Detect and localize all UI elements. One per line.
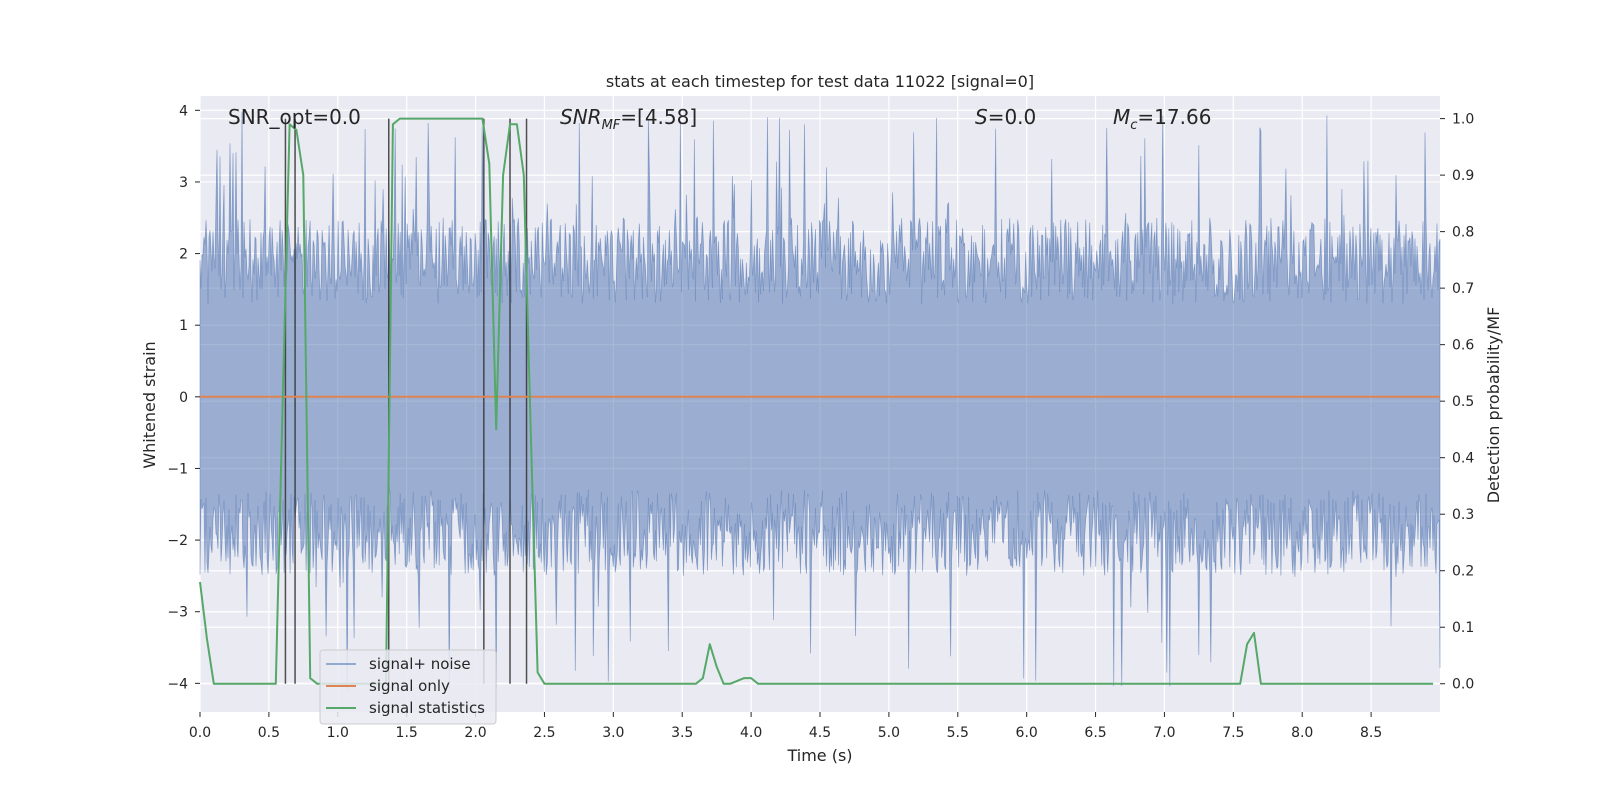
y-right-tick-label: 0.0: [1452, 677, 1474, 693]
signal-statistics-series: [199, 117, 1434, 685]
signal-statistics-line: [199, 117, 1434, 685]
x-tick-label: 4.0: [740, 725, 762, 741]
y-left-tick-label: −3: [167, 605, 188, 621]
x-tick-label: 1.0: [327, 725, 349, 741]
x-tick-label: 2.5: [533, 725, 555, 741]
y-right-tick-label: 0.9: [1452, 168, 1474, 184]
legend-box: [319, 649, 497, 725]
y-left-tick-label: 3: [179, 175, 188, 191]
y-left-tick-label: 1: [179, 318, 188, 334]
x-tick-label: 3.0: [602, 725, 624, 741]
annotation-snr-opt: SNR_opt=0.0: [228, 105, 361, 129]
x-tick-label: 2.0: [464, 725, 486, 741]
x-tick-label: 8.0: [1291, 725, 1313, 741]
x-tick-label: 4.5: [809, 725, 831, 741]
y-left-tick-label: 2: [179, 247, 188, 263]
chart-title: stats at each timestep for test data 110…: [606, 72, 1034, 91]
x-axis-ticks: 0.0 0.5 1.0 1.5 2.0 2.5 3.0 3.5 4.0 4.5 5.0 5.5 6.0 6…: [189, 712, 1382, 741]
x-tick-label: 0.0: [189, 725, 211, 741]
y-left-axis-label: Whitened strain: [140, 341, 159, 468]
x-tick-label: 3.5: [671, 725, 693, 741]
legend: signal+ noise signal only signal statist…: [319, 649, 497, 725]
x-tick-label: 5.5: [947, 725, 969, 741]
y-right-axis-ticks: 0.0 0.1 0.2 0.3 0.4 0.5 0.6 0.7 0.8 0.9 1.0: [1440, 112, 1474, 693]
y-right-tick-label: 0.7: [1452, 281, 1474, 297]
legend-label-signal-statistics: signal statistics: [369, 699, 485, 717]
y-left-tick-label: −4: [167, 676, 188, 692]
x-tick-label: 5.0: [878, 725, 900, 741]
event-markers: [284, 118, 528, 684]
y-right-tick-label: 0.3: [1452, 507, 1474, 523]
y-right-tick-label: 0.2: [1452, 564, 1474, 580]
x-tick-label: 0.5: [258, 725, 280, 741]
y-left-tick-label: −2: [167, 533, 188, 549]
x-tick-label: 6.5: [1084, 725, 1106, 741]
x-tick-label: 1.5: [396, 725, 418, 741]
y-right-tick-label: 1.0: [1452, 112, 1474, 128]
x-axis-label: Time (s): [786, 746, 852, 765]
x-tick-label: 7.0: [1153, 725, 1175, 741]
y-left-tick-label: 0: [179, 390, 188, 406]
y-right-tick-label: 0.4: [1452, 451, 1474, 467]
annotation-s: S=0.0: [975, 105, 1036, 129]
x-tick-label: 7.5: [1222, 725, 1244, 741]
y-left-tick-label: 4: [179, 103, 188, 119]
annotation-snr-mf: SNRMF=[4.58]: [560, 105, 697, 133]
y-right-tick-label: 0.6: [1452, 338, 1474, 354]
y-right-tick-label: 0.8: [1452, 225, 1474, 241]
y-left-tick-label: −1: [167, 461, 188, 477]
x-tick-label: 6.0: [1016, 725, 1038, 741]
annotation-mc: Mc=17.66: [1113, 105, 1211, 133]
y-right-tick-label: 0.1: [1452, 620, 1474, 636]
legend-label-signal-only: signal only: [369, 677, 450, 695]
y-left-axis-ticks: −4 −3 −2 −1 0 1 2 3 4: [167, 103, 200, 692]
legend-label-signal-noise: signal+ noise: [369, 655, 471, 673]
x-tick-label: 8.5: [1360, 725, 1382, 741]
y-right-axis-label: Detection probability/MF: [1484, 307, 1503, 504]
y-right-tick-label: 0.5: [1452, 394, 1474, 410]
